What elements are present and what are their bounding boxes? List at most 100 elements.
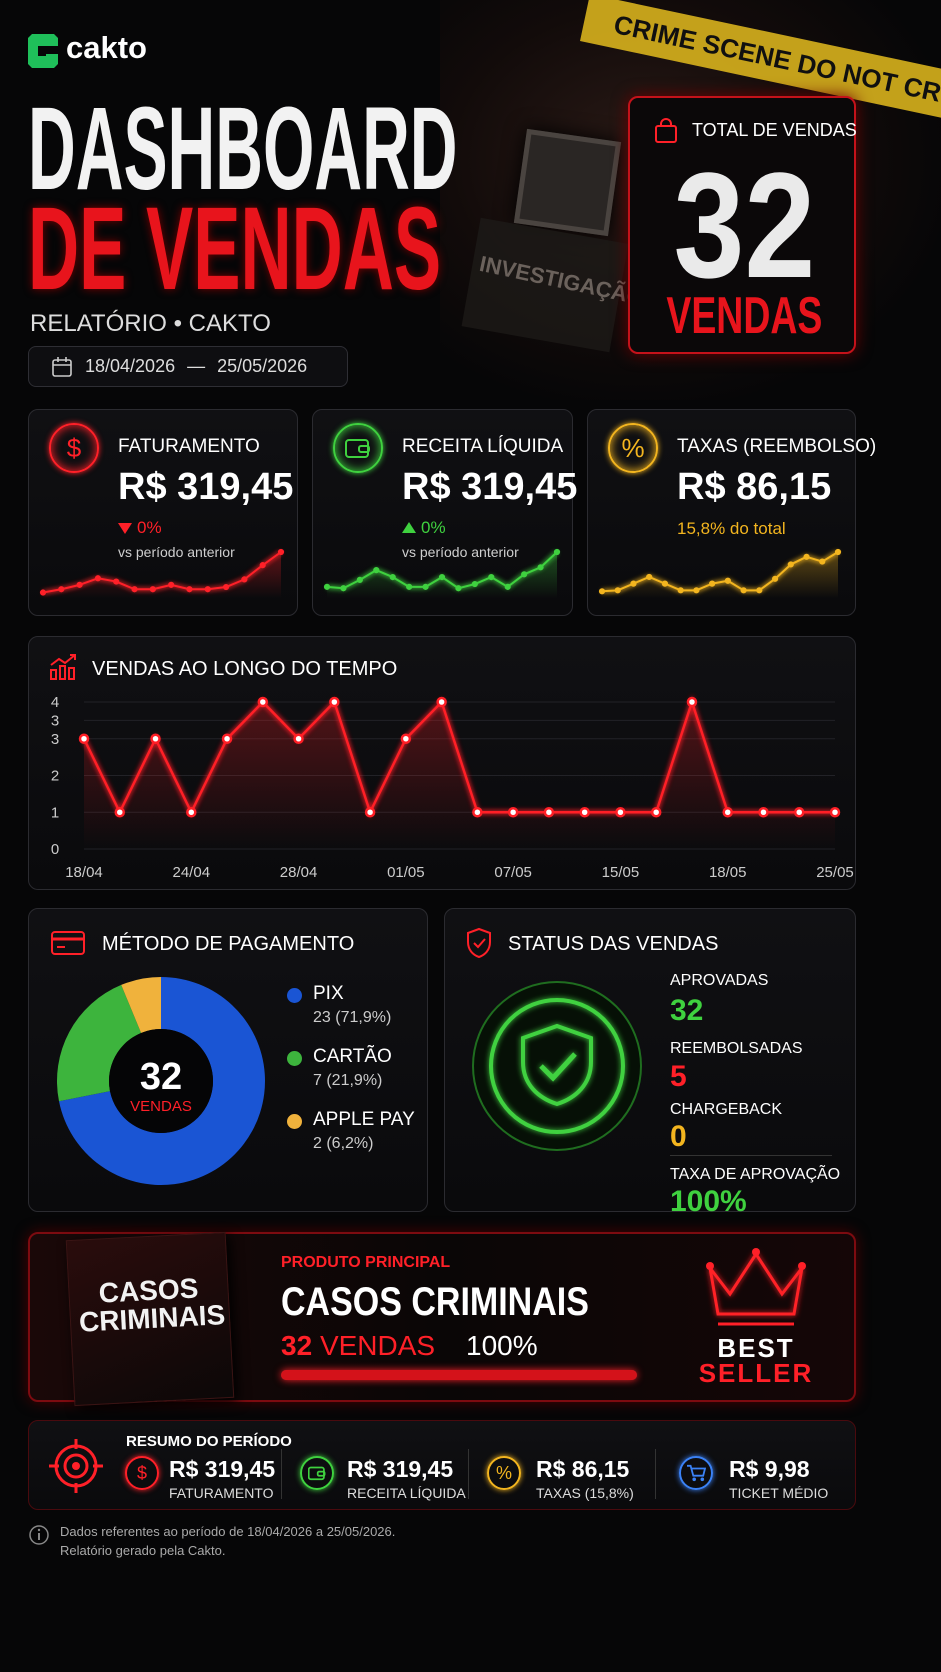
legend-label: CARTÃO bbox=[313, 1046, 392, 1067]
legend-item: APPLE PAY 2 (6,2%) bbox=[287, 1109, 427, 1165]
progress-bar bbox=[281, 1370, 637, 1380]
y-tick-label: 4 bbox=[51, 694, 59, 711]
point bbox=[323, 583, 331, 590]
info-icon bbox=[29, 1525, 49, 1545]
target-icon bbox=[49, 1439, 103, 1493]
legend-item: PIX 23 (71,9%) bbox=[287, 983, 427, 1039]
point bbox=[579, 807, 590, 818]
footer-line1: Dados referentes ao período de 18/04/202… bbox=[60, 1524, 396, 1539]
summary-value: R$ 86,15 bbox=[536, 1456, 630, 1482]
total-label: TOTAL DE VENDAS bbox=[692, 120, 857, 140]
point bbox=[630, 580, 637, 587]
brand-logo bbox=[28, 34, 58, 68]
y-tick-label: 2 bbox=[51, 768, 59, 785]
point bbox=[340, 585, 347, 592]
point bbox=[455, 585, 462, 592]
point bbox=[406, 583, 413, 590]
kpi-change-text: 0% bbox=[421, 518, 446, 537]
point bbox=[186, 586, 193, 593]
summary-card: RESUMO DO PERÍODO $ R$ 319,45 FATURAMENT… bbox=[28, 1420, 856, 1510]
x-tick-label: 18/05 bbox=[709, 864, 747, 881]
area bbox=[602, 552, 838, 598]
area bbox=[327, 552, 557, 598]
legend-label: APPLE PAY bbox=[313, 1109, 415, 1130]
kpi-change-text: 0% bbox=[137, 518, 162, 537]
status-label: APROVADAS bbox=[670, 972, 769, 989]
point bbox=[356, 576, 363, 583]
total-unit: VENDAS bbox=[630, 286, 858, 346]
summary-icon bbox=[679, 1456, 713, 1490]
point bbox=[221, 733, 233, 744]
point bbox=[598, 588, 606, 595]
date-separator: — bbox=[187, 356, 206, 376]
line bbox=[601, 551, 839, 593]
slice bbox=[56, 984, 142, 1102]
date-end: 25/05/2026 bbox=[217, 356, 308, 376]
chart-title: STATUS DAS VENDAS bbox=[508, 933, 719, 955]
legend-value: 2 (6,2%) bbox=[313, 1135, 374, 1152]
y-tick-label: 0 bbox=[51, 841, 59, 858]
down-arrow bbox=[118, 523, 132, 534]
point bbox=[709, 580, 716, 587]
kpi-icon: % bbox=[608, 423, 658, 473]
x-tick-label: 01/05 bbox=[387, 864, 425, 881]
date-range: 18/04/2026 — 25/05/2026 bbox=[28, 346, 348, 387]
x-tick-label: 15/05 bbox=[602, 864, 640, 881]
slice bbox=[121, 977, 161, 1033]
area bbox=[43, 552, 281, 598]
line bbox=[42, 551, 282, 594]
point bbox=[803, 553, 810, 560]
chart-title: MÉTODO DE PAGAMENTO bbox=[102, 933, 355, 955]
total-number: 32 bbox=[673, 141, 815, 309]
divider bbox=[670, 1155, 832, 1156]
summary-label: TICKET MÉDIO bbox=[729, 1485, 829, 1501]
point bbox=[646, 573, 653, 581]
kpi-label: TAXAS (REEMBOLSO) bbox=[677, 436, 877, 457]
kpi-icon bbox=[333, 423, 383, 473]
point bbox=[149, 586, 156, 593]
x-tick-label: 28/04 bbox=[280, 864, 318, 881]
point bbox=[677, 587, 684, 594]
sparkline bbox=[39, 548, 285, 598]
divider bbox=[281, 1449, 282, 1499]
summary-label: FATURAMENTO bbox=[169, 1485, 274, 1501]
point bbox=[537, 564, 544, 571]
book-title: CASOS CRIMINAIS bbox=[78, 1272, 226, 1338]
point bbox=[793, 807, 805, 818]
payment-card: MÉTODO DE PAGAMENTO 32 VENDAS PIX 23 (71,9… bbox=[28, 908, 428, 1212]
point bbox=[113, 578, 120, 585]
y-tick-label: 1 bbox=[51, 804, 59, 821]
summary-value: R$ 9,98 bbox=[729, 1456, 810, 1482]
point bbox=[373, 567, 380, 574]
product-sales: 32 VENDAS bbox=[281, 1330, 435, 1362]
summary-value: R$ 319,45 bbox=[169, 1456, 276, 1482]
point bbox=[422, 583, 429, 590]
point bbox=[150, 733, 161, 744]
point bbox=[686, 696, 698, 708]
legend-marker bbox=[287, 988, 302, 1003]
x-tick-label: 25/05 bbox=[816, 864, 854, 881]
legend-marker bbox=[287, 1114, 302, 1129]
point bbox=[76, 581, 83, 588]
legend-value: 23 (71,9%) bbox=[313, 1009, 392, 1026]
bag-icon bbox=[655, 118, 677, 143]
product-name-text: CASOS CRIMINAIS bbox=[281, 1280, 589, 1324]
footer-line2: Relatório gerado pela Cakto. bbox=[60, 1543, 226, 1558]
title-line2: DE VENDAS bbox=[28, 190, 716, 308]
status-card: STATUS DAS VENDAS APROVADAS 32 REEMBOLSA… bbox=[444, 908, 856, 1218]
y-tick-label: 3 bbox=[51, 731, 59, 748]
legend-marker bbox=[287, 1051, 302, 1066]
point bbox=[724, 577, 731, 584]
summary-label: TAXAS (15,8%) bbox=[536, 1485, 634, 1501]
status-value: 32 bbox=[670, 994, 704, 1027]
crown-icon bbox=[706, 1248, 806, 1326]
point bbox=[771, 575, 779, 582]
kpi-value: R$ 319,45 bbox=[118, 466, 294, 508]
kpi-note: 15,8% do total bbox=[677, 519, 786, 538]
point bbox=[722, 807, 733, 818]
point bbox=[543, 807, 555, 818]
point bbox=[614, 587, 621, 594]
